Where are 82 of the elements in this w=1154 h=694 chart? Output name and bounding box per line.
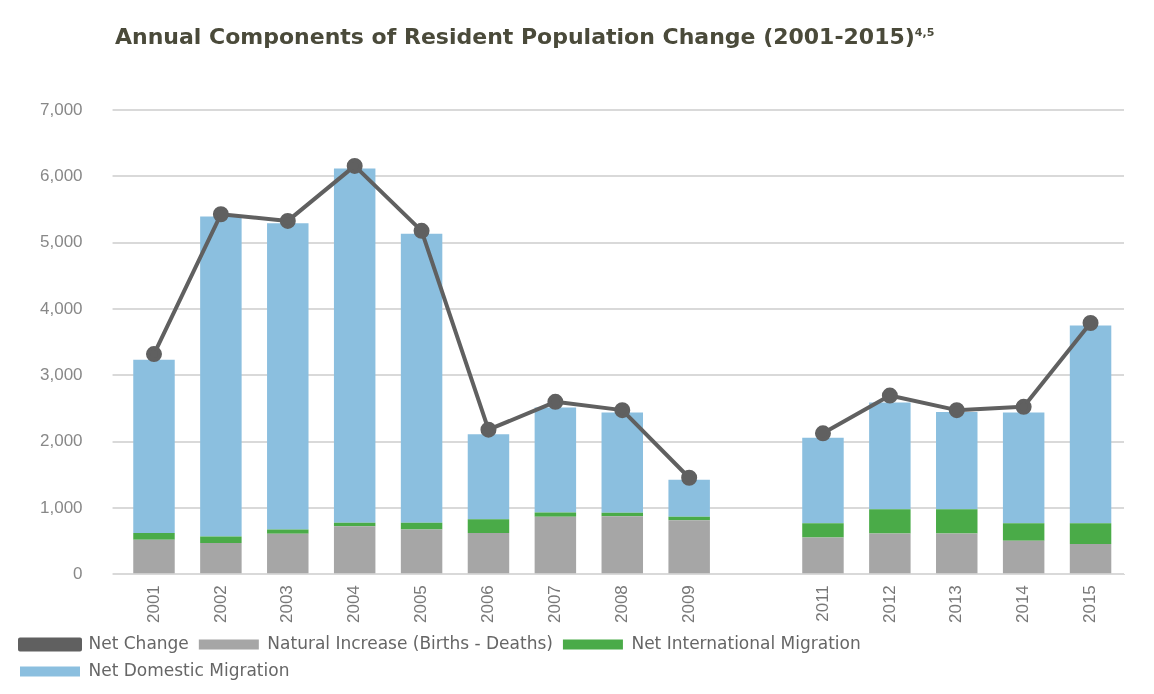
point [480, 421, 497, 438]
bar [267, 533, 309, 574]
bar [869, 509, 911, 534]
legend-label: Net Domestic Migration [88, 659, 290, 680]
bar [869, 402, 911, 510]
bar [668, 479, 710, 517]
y-tick-label: 3,000 [39, 365, 83, 385]
bar [1002, 523, 1045, 541]
bar [802, 537, 844, 574]
bar [200, 543, 242, 574]
x-tick-label: 2006 [478, 585, 498, 624]
bar [534, 512, 577, 517]
x-tick-label: 2013 [946, 585, 966, 624]
point [547, 393, 564, 410]
bar [267, 223, 309, 530]
x-tick-label: 2014 [1013, 585, 1033, 624]
point [1082, 314, 1099, 331]
bar [200, 536, 242, 544]
bar [333, 522, 376, 527]
bar [1069, 523, 1112, 545]
x-tick-label: 2005 [411, 585, 431, 624]
point [614, 402, 631, 419]
legend-label: Net Change [88, 632, 189, 653]
y-tick-label: 5,000 [39, 232, 83, 252]
chart-title: Annual Components of Resident Population Change (2001-2015)$^{4,5}$ [115, 24, 935, 49]
x-tick-label: 2002 [210, 585, 230, 624]
x-tick-label: 2003 [277, 585, 297, 624]
bar [668, 520, 710, 574]
bar [133, 359, 175, 534]
x-tick-label: 2008 [611, 585, 631, 624]
x-tick-label: 2004 [344, 585, 364, 624]
x-tick-label: 2011 [812, 585, 832, 622]
bar [534, 407, 577, 513]
y-tick-label: 0 [73, 563, 83, 583]
bar [668, 516, 710, 521]
bar [601, 516, 644, 574]
bar [1002, 412, 1045, 524]
point [1015, 398, 1032, 415]
bar [467, 533, 510, 574]
legend-label: Net International Migration [631, 632, 861, 653]
bar [936, 412, 978, 510]
bar [1069, 544, 1112, 574]
bar [400, 529, 443, 574]
point [814, 425, 831, 442]
bar [601, 512, 644, 517]
y-tick-label: 6,000 [39, 166, 83, 186]
point [145, 346, 162, 363]
y-tick-label: 4,000 [39, 298, 83, 318]
y-tick-label: 2,000 [39, 431, 83, 451]
bar [1069, 325, 1112, 524]
bar [534, 516, 577, 574]
bar [936, 509, 978, 534]
point [948, 402, 965, 419]
bar [467, 434, 510, 520]
bar [400, 233, 443, 523]
point [413, 222, 430, 239]
bar [267, 529, 309, 534]
bar [802, 523, 844, 538]
point [212, 206, 229, 223]
point [279, 212, 296, 229]
bar [200, 216, 242, 537]
x-tick-label: 2001 [143, 585, 163, 624]
legend-label: Natural Increase (Births - Deaths) [267, 632, 553, 653]
bar [869, 533, 911, 574]
x-tick-label: 2009 [678, 585, 698, 624]
x-tick-label: 2007 [545, 585, 565, 624]
point [346, 157, 363, 174]
point [681, 469, 698, 486]
bar [467, 519, 510, 534]
bar [601, 412, 644, 513]
bar [333, 526, 376, 574]
bar [333, 168, 376, 523]
y-tick-label: 1,000 [39, 497, 83, 517]
bar [133, 539, 175, 574]
y-tick-label: 7,000 [39, 99, 83, 119]
bar [802, 437, 844, 524]
x-tick-label: 2012 [879, 585, 899, 624]
bar [936, 533, 978, 574]
bar [133, 533, 175, 540]
x-tick-label: 2015 [1080, 585, 1100, 624]
point [881, 387, 898, 404]
bar [1002, 540, 1045, 574]
